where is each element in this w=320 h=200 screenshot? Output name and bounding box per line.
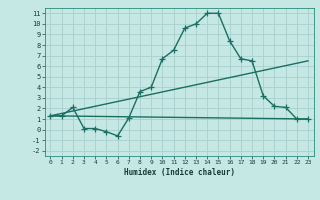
X-axis label: Humidex (Indice chaleur): Humidex (Indice chaleur) — [124, 168, 235, 177]
